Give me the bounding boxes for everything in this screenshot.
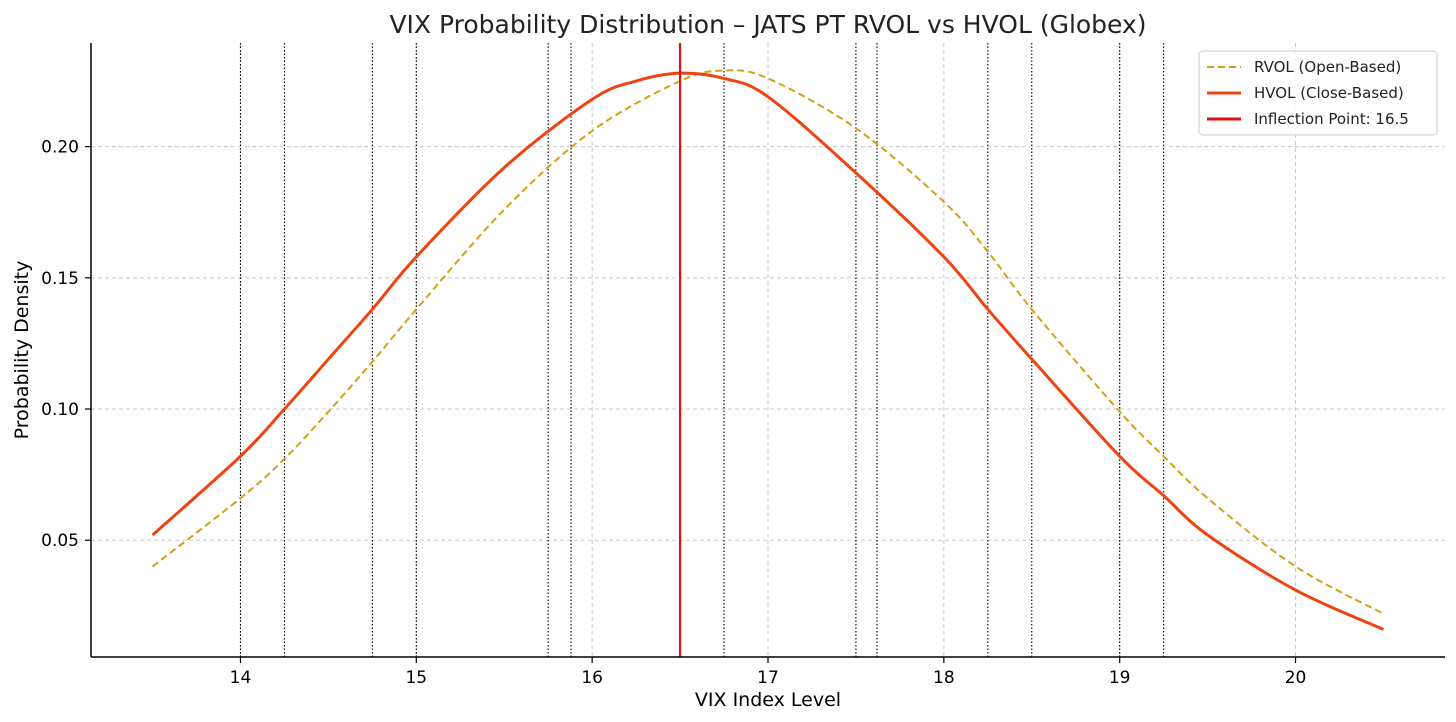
x-tick-label: 19 bbox=[1109, 668, 1131, 688]
x-tick-label: 15 bbox=[405, 668, 427, 688]
y-tick-label: 0.15 bbox=[41, 269, 79, 289]
x-tick-label: 18 bbox=[933, 668, 955, 688]
series-layer bbox=[151, 43, 1385, 657]
y-tick-label: 0.20 bbox=[41, 138, 79, 158]
x-tick-label: 20 bbox=[1285, 668, 1307, 688]
legend-entry-label: RVOL (Open-Based) bbox=[1254, 58, 1401, 76]
x-tick-label: 14 bbox=[230, 668, 252, 688]
tick-layer: 14 15 16 17 18 19 20 0.05 0.10 0.15 0.20 bbox=[41, 138, 1306, 688]
y-tick-label: 0.10 bbox=[41, 400, 79, 420]
legend: RVOL (Open-Based) HVOL (Close-Based) Infle… bbox=[1198, 50, 1438, 136]
series-hvol-line bbox=[151, 71, 1385, 631]
x-axis-title: VIX Index Level bbox=[695, 689, 841, 711]
legend-entry-label: HVOL (Close-Based) bbox=[1254, 84, 1404, 102]
reference-lines bbox=[239, 43, 1165, 657]
y-axis-title: Probability Density bbox=[11, 261, 33, 440]
chart-title: VIX Probability Distribution – JATS PT R… bbox=[389, 10, 1146, 39]
x-tick-label: 16 bbox=[581, 668, 603, 688]
x-tick-label: 17 bbox=[757, 668, 779, 688]
series-rvol-line bbox=[151, 69, 1384, 615]
legend-entry-label: Inflection Point: 16.5 bbox=[1254, 110, 1409, 128]
y-tick-label: 0.05 bbox=[41, 531, 79, 551]
legend-box bbox=[1198, 50, 1438, 136]
